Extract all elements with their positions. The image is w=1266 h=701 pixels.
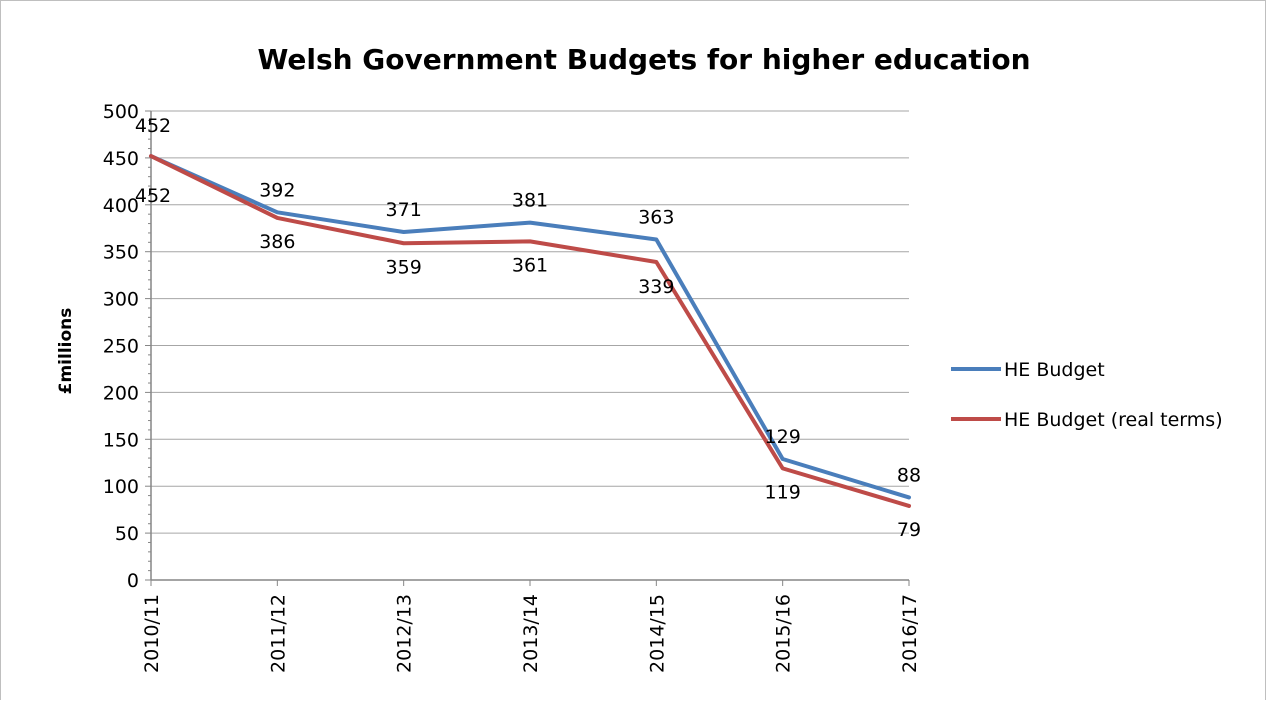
series-line-0 (149, 154, 911, 500)
x-tick-label: 2014/15 (646, 594, 668, 673)
y-tick-label: 450 (103, 148, 139, 170)
data-label: 359 (386, 256, 422, 278)
x-tick-label: 2016/17 (899, 594, 921, 673)
chart-title: Welsh Government Budgets for higher educ… (257, 43, 1030, 76)
data-label: 371 (386, 199, 422, 221)
data-label: 361 (512, 254, 548, 276)
data-label: 339 (638, 276, 674, 298)
series-lines (149, 154, 911, 508)
y-tick-label: 200 (103, 382, 139, 404)
y-tick-label: 100 (103, 476, 139, 498)
y-tick-label: 0 (127, 570, 139, 592)
x-tick-label: 2012/13 (394, 594, 416, 673)
tick-labels: 0 50 100 150 200 250 300 350 400 450 500 2010/11 201… (103, 101, 921, 673)
legend-entry-0: HE Budget (1004, 359, 1105, 381)
data-label: 119 (765, 481, 801, 503)
y-tick-label: 500 (103, 101, 139, 123)
legend: HE Budget HE Budget (real terms) (951, 359, 1223, 431)
x-tick-label: 2010/11 (141, 594, 163, 673)
x-tick-label: 2011/12 (267, 594, 289, 673)
data-label: 129 (765, 426, 801, 448)
data-label: 381 (512, 190, 548, 212)
y-axis-label: £millions (56, 308, 76, 395)
data-label: 386 (259, 231, 295, 253)
y-tick-label: 400 (103, 195, 139, 217)
legend-entry-1: HE Budget (real terms) (1004, 409, 1223, 431)
gridlines (151, 110, 909, 534)
data-label: 452 (135, 115, 171, 137)
data-labels: 452 392 371 381 363 129 88 452 386 359 361 339 119 79 (135, 115, 921, 541)
data-label: 79 (897, 519, 921, 541)
y-tick-label: 150 (103, 429, 139, 451)
data-label: 363 (638, 207, 674, 229)
y-tick-label: 250 (103, 336, 139, 358)
y-tick-label: 300 (103, 289, 139, 311)
axes (145, 110, 910, 586)
data-label: 88 (897, 464, 921, 486)
y-tick-label: 50 (115, 523, 139, 545)
y-tick-label: 350 (103, 242, 139, 264)
data-label: 452 (135, 185, 171, 207)
series-line-1 (149, 154, 911, 508)
data-label: 392 (259, 179, 295, 201)
x-tick-label: 2013/14 (520, 594, 542, 673)
x-tick-label: 2015/16 (773, 594, 795, 673)
